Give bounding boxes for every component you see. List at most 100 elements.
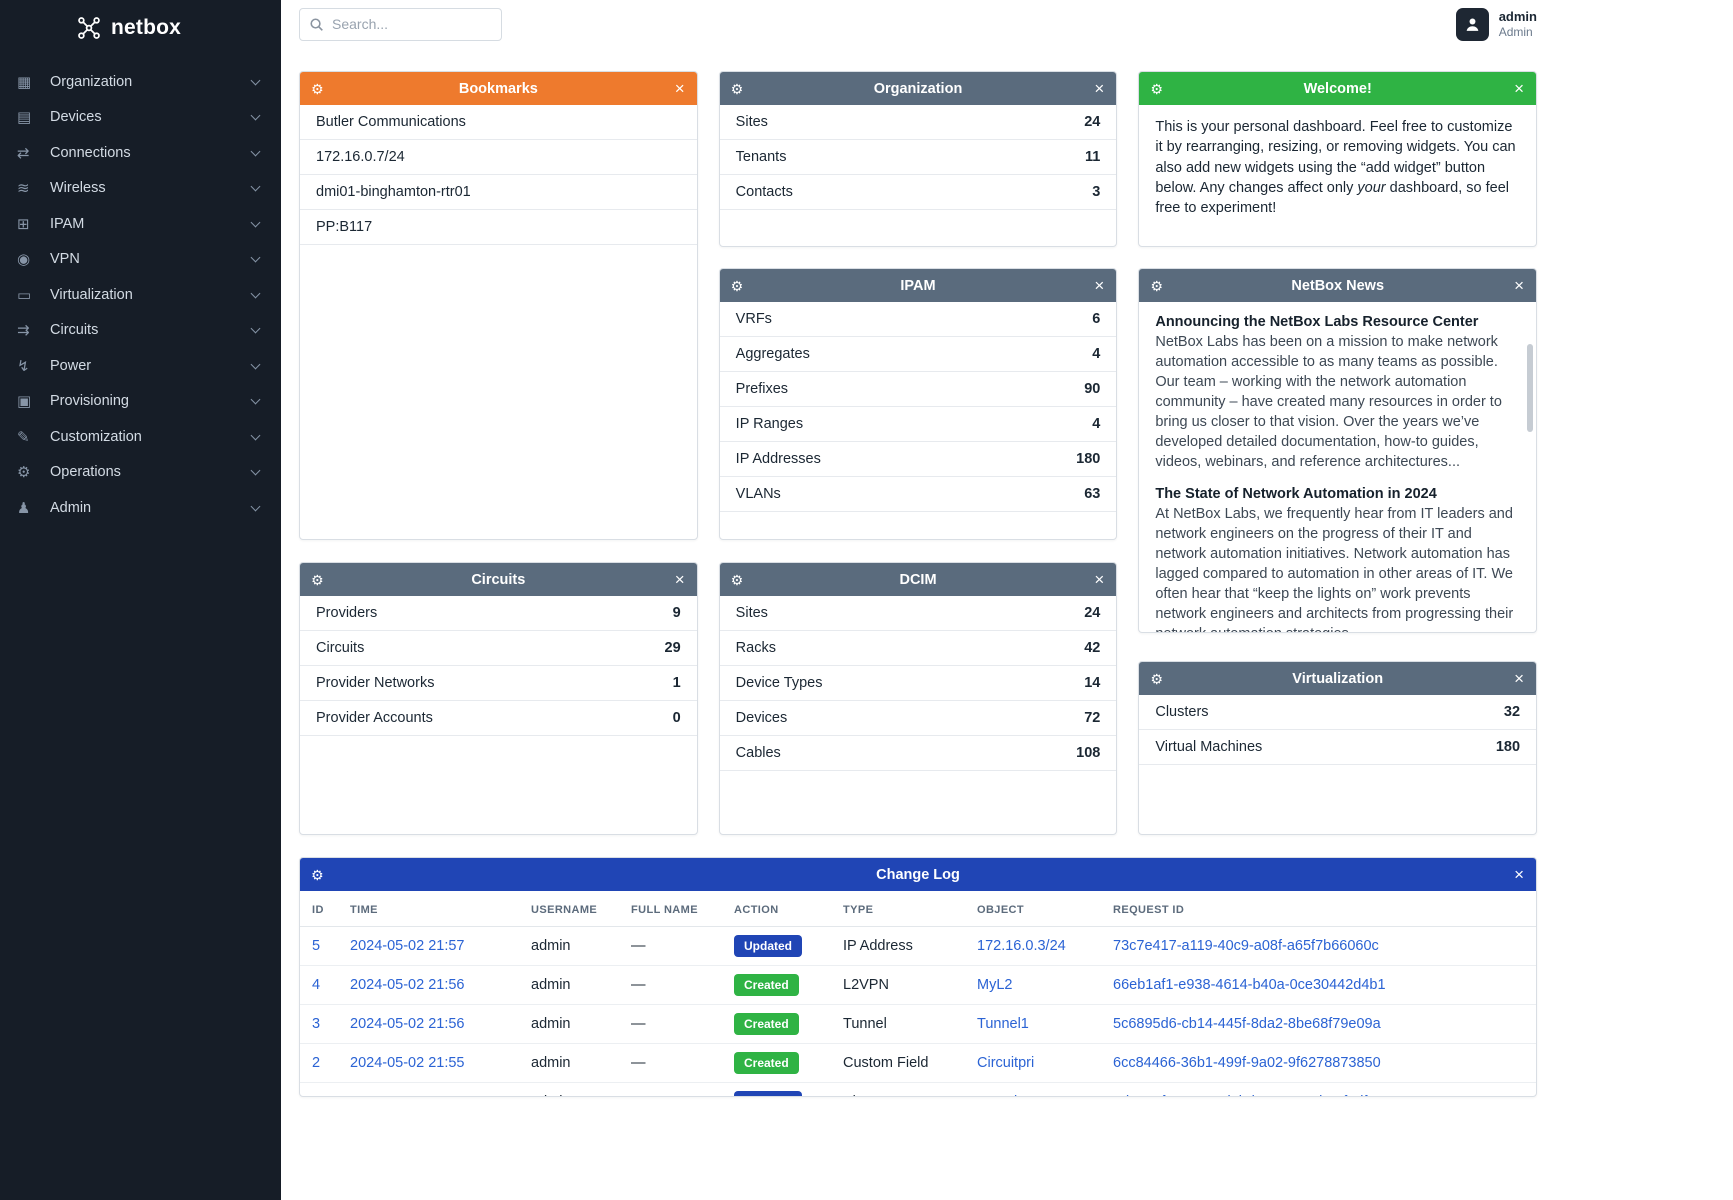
netbox-logo[interactable]: netbox — [0, 0, 281, 54]
change-type: Site — [831, 1082, 965, 1096]
stat-label[interactable]: Virtual Machines — [1155, 739, 1263, 755]
change-object-link[interactable]: MyL2 — [977, 977, 1013, 993]
stat-label[interactable]: Circuits — [316, 640, 365, 656]
action-badge: Updated — [734, 935, 802, 957]
gear-icon[interactable]: ⚙ — [730, 571, 744, 588]
change-requestid-link[interactable]: 66eb1af1-e938-4614-b40a-0ce30442d4b1 — [1113, 977, 1386, 993]
change-id-link[interactable]: 3 — [312, 1016, 321, 1032]
change-requestid-link[interactable]: 6cc84466-36b1-499f-9a02-9f6278873850 — [1113, 1055, 1381, 1071]
widget-organization: ⚙ Organization × Sites 24 Tenants 11 Conta… — [718, 71, 1118, 247]
change-time-link[interactable]: 2024-05-02 21:56 — [350, 977, 465, 993]
close-icon[interactable]: × — [1514, 276, 1525, 295]
sidebar-item-operations[interactable]: ⚙ Operations — [0, 455, 281, 491]
change-requestid-link[interactable]: 7d7569f0-7c70-4d1b-b3e8-0c11b74f5df0 — [1113, 1094, 1376, 1096]
close-icon[interactable]: × — [674, 79, 685, 98]
search-input[interactable] — [299, 7, 502, 41]
gear-icon[interactable]: ⚙ — [1150, 277, 1163, 294]
close-icon[interactable]: × — [1514, 79, 1525, 98]
change-requestid-link[interactable]: 5c6895d6-cb14-445f-8da2-8be68f79e09a — [1113, 1016, 1381, 1032]
stat-label[interactable]: Devices — [735, 710, 788, 726]
col-header-time[interactable]: TIME — [338, 891, 519, 927]
close-icon[interactable]: × — [1094, 570, 1105, 589]
chevron-down-icon — [250, 323, 261, 334]
change-time-link[interactable]: 2024-05-02 21:55 — [350, 1055, 465, 1071]
change-time-link[interactable]: 2024-05-02 21:56 — [350, 1016, 465, 1032]
bookmark-item[interactable]: PP:B117 — [300, 210, 697, 245]
col-header-action[interactable]: ACTION — [722, 891, 831, 927]
change-time-link[interactable]: 2024-05-02 21:54 — [350, 1094, 465, 1096]
change-time-link[interactable]: 2024-05-02 21:57 — [350, 938, 465, 954]
netbox-logo-icon — [76, 15, 102, 41]
col-header-fullname[interactable]: FULL NAME — [619, 891, 722, 927]
gear-icon[interactable]: ⚙ — [730, 80, 744, 97]
stat-label[interactable]: Provider Accounts — [316, 710, 433, 726]
user-menu[interactable]: admin Admin — [1455, 7, 1537, 41]
avatar[interactable] — [1455, 7, 1489, 41]
change-object-link[interactable]: 172.16.0.3/24 — [977, 938, 1066, 954]
sidebar-item-ipam[interactable]: ⊞ IPAM — [0, 206, 281, 242]
change-id-link[interactable]: 5 — [312, 938, 321, 954]
sidebar-item-wireless[interactable]: ≋ Wireless — [0, 171, 281, 207]
gear-icon[interactable]: ⚙ — [1150, 80, 1163, 97]
stat-label[interactable]: Sites — [735, 605, 768, 621]
stat-label[interactable]: IP Ranges — [735, 416, 804, 432]
close-icon[interactable]: × — [1514, 865, 1524, 884]
stat-label[interactable]: VRFs — [735, 311, 772, 327]
sidebar-item-organization[interactable]: ▦ Organization — [0, 64, 281, 100]
sidebar-item-power[interactable]: ↯ Power — [0, 348, 281, 384]
stat-label[interactable]: Prefixes — [735, 381, 789, 397]
stat-label[interactable]: Contacts — [735, 184, 793, 200]
col-header-id[interactable]: ID — [300, 891, 338, 927]
stat-label[interactable]: Device Types — [735, 675, 823, 691]
change-requestid-link[interactable]: 73c7e417-a119-40c9-a08f-a65f7b66060c — [1113, 938, 1379, 954]
stat-label[interactable]: Cables — [735, 745, 781, 761]
dashboard-column-3: ⚙ Welcome! × This is your personal dashb… — [1138, 71, 1538, 835]
gear-icon[interactable]: ⚙ — [1150, 670, 1163, 687]
sidebar-item-admin[interactable]: ♟ Admin — [0, 490, 281, 526]
scrollbar-thumb[interactable] — [1527, 344, 1534, 432]
close-icon[interactable]: × — [1094, 79, 1105, 98]
stat-label[interactable]: IP Addresses — [735, 451, 821, 467]
gear-icon[interactable]: ⚙ — [730, 277, 744, 294]
col-header-username[interactable]: USERNAME — [519, 891, 619, 927]
stat-label[interactable]: Racks — [735, 640, 776, 656]
close-icon[interactable]: × — [1094, 276, 1105, 295]
sidebar-item-provisioning[interactable]: ▣ Provisioning — [0, 384, 281, 420]
sidebar-item-devices[interactable]: ▤ Devices — [0, 100, 281, 136]
change-object-link[interactable]: Tunnel1 — [977, 1016, 1029, 1032]
sidebar-item-customization[interactable]: ✎ Customization — [0, 419, 281, 455]
stat-label[interactable]: Clusters — [1155, 704, 1209, 720]
col-header-requestid[interactable]: REQUEST ID — [1101, 891, 1536, 927]
sidebar-item-circuits[interactable]: ⇉ Circuits — [0, 313, 281, 349]
col-header-object[interactable]: OBJECT — [965, 891, 1101, 927]
close-icon[interactable]: × — [674, 570, 685, 589]
sidebar-item-vpn[interactable]: ◉ VPN — [0, 242, 281, 278]
sidebar-item-connections[interactable]: ⇄ Connections — [0, 135, 281, 171]
stat-label[interactable]: Provider Networks — [316, 675, 435, 691]
gear-icon[interactable]: ⚙ — [311, 866, 324, 883]
change-id-link[interactable]: 4 — [312, 977, 321, 993]
bookmark-item[interactable]: 172.16.0.7/24 — [300, 140, 697, 175]
news-article-title[interactable]: Announcing the NetBox Labs Resource Cent… — [1155, 314, 1479, 330]
stat-label[interactable]: Providers — [316, 605, 378, 621]
stat-label[interactable]: VLANs — [735, 486, 781, 502]
welcome-text-part: dashboard, so feel free to experiment! — [1155, 179, 1509, 217]
chevron-down-icon — [250, 252, 261, 263]
stat-value: 24 — [1084, 605, 1101, 621]
change-object-link[interactable]: DM-Akron — [977, 1094, 1042, 1096]
gear-icon[interactable]: ⚙ — [311, 80, 324, 97]
stat-label[interactable]: Sites — [735, 114, 768, 130]
change-id-link[interactable]: 1 — [312, 1094, 320, 1096]
close-icon[interactable]: × — [1514, 669, 1525, 688]
bookmark-item[interactable]: Butler Communications — [300, 105, 697, 140]
sidebar-item-virtualization[interactable]: ▭ Virtualization — [0, 277, 281, 313]
stat-label[interactable]: Tenants — [735, 149, 787, 165]
stat-label[interactable]: Aggregates — [735, 346, 810, 362]
chevron-down-icon — [250, 394, 261, 405]
col-header-type[interactable]: TYPE — [831, 891, 965, 927]
change-object-link[interactable]: Circuitpri — [977, 1055, 1035, 1071]
change-id-link[interactable]: 2 — [312, 1055, 321, 1071]
gear-icon[interactable]: ⚙ — [311, 571, 324, 588]
news-article-title[interactable]: The State of Network Automation in 2024 — [1155, 486, 1437, 502]
bookmark-item[interactable]: dmi01-binghamton-rtr01 — [300, 175, 697, 210]
